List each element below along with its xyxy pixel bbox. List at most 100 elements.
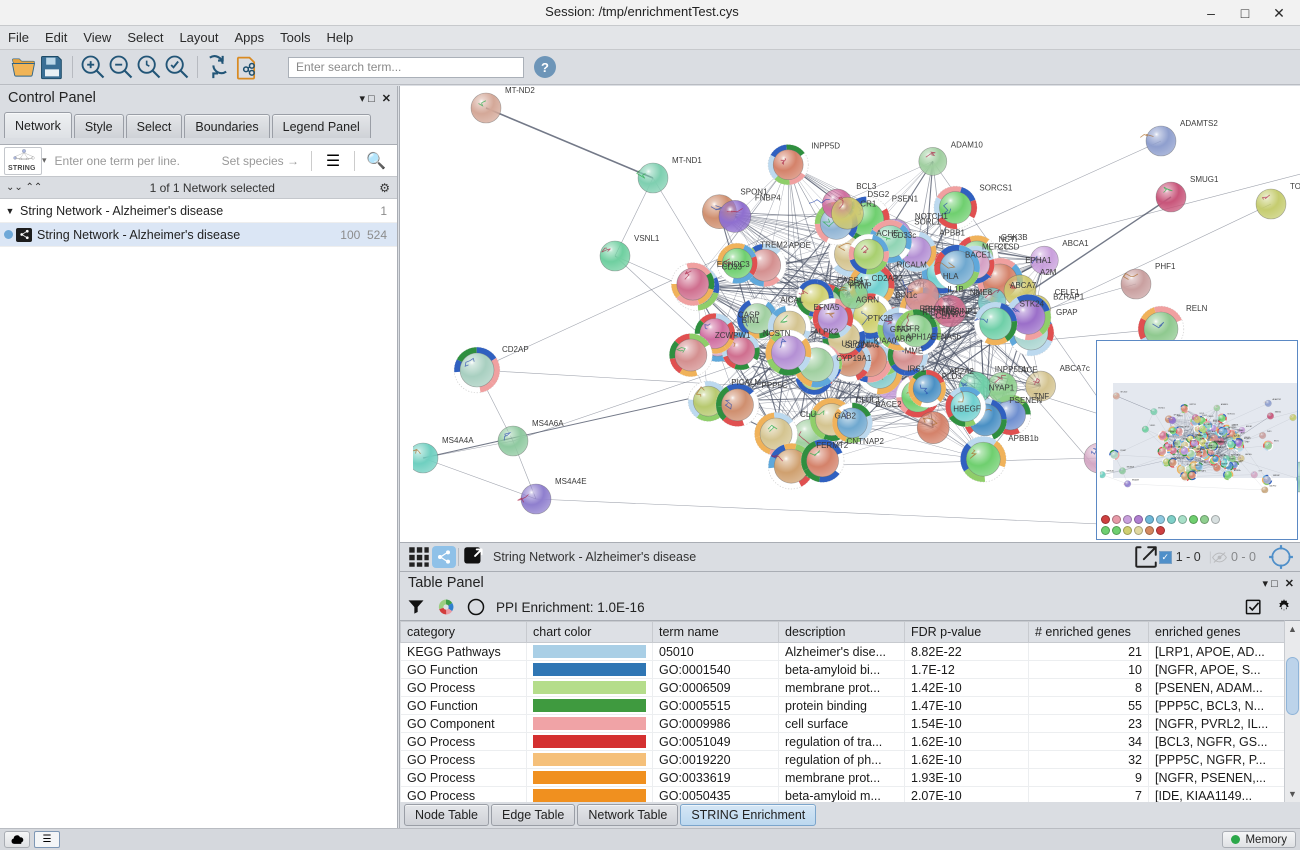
svg-text:ABCA7: ABCA7 (1010, 281, 1037, 290)
svg-text:BACE2: BACE2 (1204, 461, 1210, 464)
svg-text:ABCA7c: ABCA7c (1245, 453, 1252, 456)
svg-text:DSG2: DSG2 (1202, 415, 1207, 417)
svg-text:SORCS1: SORCS1 (979, 184, 1012, 193)
svg-text:SORCS1: SORCS1 (1227, 414, 1234, 416)
svg-text:PSEN1: PSEN1 (1208, 416, 1214, 418)
svg-text:ABCA1: ABCA1 (1246, 425, 1252, 428)
svg-text:APOE: APOE (789, 241, 811, 250)
svg-text:MEF2C: MEF2C (1228, 427, 1235, 429)
svg-text:TP53INP1: TP53INP1 (940, 307, 977, 316)
svg-text:TREM2: TREM2 (760, 240, 788, 249)
svg-text:MS4A4E: MS4A4E (555, 477, 587, 486)
svg-text:INPP5D: INPP5D (1190, 404, 1197, 406)
svg-text:APBB1b: APBB1b (1234, 469, 1241, 472)
svg-text:TOMM40: TOMM40 (1290, 182, 1300, 191)
svg-text:A2M: A2M (1040, 268, 1057, 277)
svg-text:STK24: STK24 (1236, 440, 1242, 442)
svg-text:RICALM: RICALM (897, 260, 928, 269)
svg-text:AGRN: AGRN (1200, 438, 1206, 441)
svg-text:CD2AP2: CD2AP2 (1203, 433, 1210, 436)
svg-text:AGRN: AGRN (856, 295, 879, 304)
svg-text:NCSTN: NCSTN (763, 329, 791, 338)
svg-text:SMUG1: SMUG1 (1190, 175, 1219, 184)
svg-text:ABCA1: ABCA1 (1062, 239, 1089, 248)
svg-text:EFNA5b: EFNA5b (1216, 446, 1223, 449)
svg-text:CD33c: CD33c (892, 231, 916, 240)
svg-text:EPHA1: EPHA1 (1238, 429, 1244, 432)
svg-text:CR1: CR1 (860, 199, 877, 208)
svg-text:GPAP: GPAP (1245, 441, 1251, 444)
svg-text:SORL1: SORL1 (914, 218, 941, 227)
svg-text:VSNL1: VSNL1 (1150, 425, 1156, 427)
svg-text:GPAP: GPAP (1056, 308, 1078, 317)
svg-text:USP6NL: USP6NL (841, 340, 873, 349)
svg-text:RICALM: RICALM (1209, 430, 1216, 433)
svg-text:AP2A2: AP2A2 (949, 367, 974, 376)
svg-text:NME8: NME8 (970, 288, 993, 297)
svg-text:IRS1: IRS1 (1211, 454, 1215, 456)
svg-text:CASS4: CASS4 (1195, 433, 1201, 436)
svg-text:CASP: CASP (738, 311, 760, 320)
svg-text:BIN1c: BIN1c (1208, 438, 1213, 440)
svg-text:EFNA5b: EFNA5b (931, 333, 962, 342)
svg-text:CLU: CLU (800, 410, 816, 419)
svg-text:NME8: NME8 (1225, 437, 1230, 439)
svg-text:CD2AP: CD2AP (502, 345, 529, 354)
svg-text:CD2AP: CD2AP (1120, 449, 1127, 452)
svg-text:ZCWPW1: ZCWPW1 (1168, 447, 1176, 449)
svg-text:SYP: SYP (1259, 470, 1263, 472)
svg-text:ZCWPW1: ZCWPW1 (715, 331, 751, 340)
svg-text:MT-ND1: MT-ND1 (1158, 407, 1165, 409)
svg-text:STK24: STK24 (1020, 300, 1045, 309)
svg-text:CYP19A1: CYP19A1 (836, 354, 872, 363)
svg-text:BACE2: BACE2 (875, 400, 902, 409)
svg-text:PHF1: PHF1 (1267, 431, 1272, 433)
svg-text:FNBP4: FNBP4 (755, 193, 781, 202)
svg-text:MEF2C: MEF2C (982, 243, 1009, 252)
svg-text:CD2AP2: CD2AP2 (872, 274, 904, 283)
svg-text:CD33c: CD33c (1208, 424, 1214, 426)
svg-text:DSG2: DSG2 (867, 190, 889, 199)
svg-text:SMUG1: SMUG1 (1275, 412, 1281, 414)
svg-text:MT-ND2: MT-ND2 (505, 86, 535, 95)
svg-text:HBEGF: HBEGF (1221, 463, 1228, 465)
svg-text:PTK2B: PTK2B (1202, 443, 1208, 445)
svg-text:FNBP4: FNBP4 (1177, 416, 1183, 418)
svg-text:ADAM10: ADAM10 (1221, 403, 1228, 406)
svg-text:CASP: CASP (1173, 441, 1179, 444)
svg-text:USP6NL: USP6NL (1196, 449, 1203, 451)
svg-text:CADPS2: CADPS2 (1269, 485, 1276, 488)
svg-text:PICALM: PICALM (731, 378, 761, 387)
svg-text:PPP5C: PPP5C (762, 381, 788, 390)
svg-text:ABCA7c: ABCA7c (1060, 364, 1090, 373)
svg-text:AICAL: AICAL (780, 296, 804, 305)
svg-text:BACE1: BACE1 (965, 250, 992, 259)
svg-text:PTK2B: PTK2B (868, 314, 893, 323)
svg-text:ABCA7: ABCA7 (1234, 434, 1240, 437)
svg-text:PHF1: PHF1 (1155, 262, 1176, 271)
svg-text:TP53INP1: TP53INP1 (1219, 441, 1227, 443)
svg-text:TREM2: TREM2 (1178, 426, 1184, 428)
svg-text:SORL1: SORL1 (1213, 421, 1219, 423)
svg-text:MS4A6A: MS4A6A (532, 419, 564, 428)
svg-text:GAB2: GAB2 (835, 411, 857, 420)
svg-text:ABI3: ABI3 (895, 335, 913, 344)
svg-text:PPP5C: PPP5C (1178, 458, 1185, 460)
svg-text:ADAMTS2: ADAMTS2 (1180, 119, 1218, 128)
svg-text:HLA: HLA (943, 272, 959, 281)
svg-text:EFNA5: EFNA5 (814, 303, 840, 312)
svg-text:NYAP1: NYAP1 (1229, 458, 1235, 461)
svg-text:CYP19A1: CYP19A1 (1195, 451, 1203, 454)
svg-text:RELN: RELN (1186, 304, 1208, 313)
svg-text:ECHDC3: ECHDC3 (1168, 431, 1175, 433)
svg-text:ADAMTS2: ADAMTS2 (1273, 398, 1282, 401)
svg-text:IL1B: IL1B (947, 285, 963, 294)
svg-text:MS4A4A: MS4A4A (442, 436, 474, 445)
svg-text:ECHDC3: ECHDC3 (717, 260, 750, 269)
svg-text:CNTNAP2: CNTNAP2 (1197, 470, 1205, 473)
svg-text:NYAP1: NYAP1 (989, 384, 1015, 393)
svg-text:GAB2: GAB2 (1195, 464, 1200, 467)
svg-text:RELN: RELN (1274, 441, 1279, 443)
svg-text:A2M: A2M (1241, 432, 1245, 435)
svg-text:INPP5Db: INPP5Db (1231, 454, 1239, 456)
